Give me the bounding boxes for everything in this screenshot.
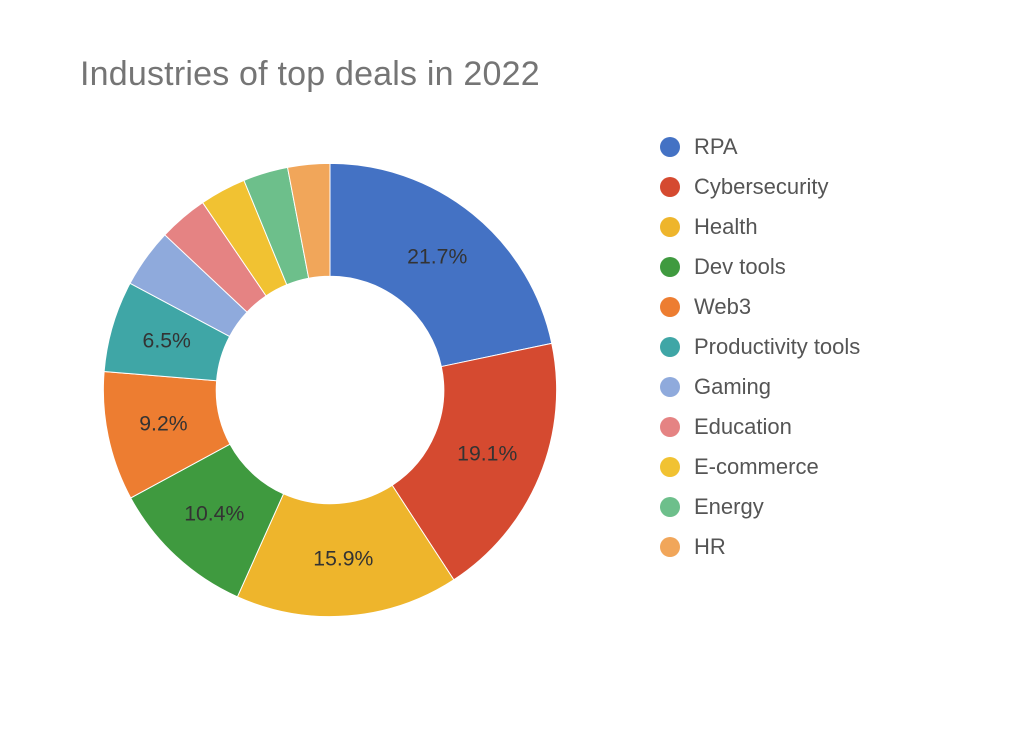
legend-swatch — [660, 297, 680, 317]
legend-label: Energy — [694, 494, 764, 520]
legend-label: E-commerce — [694, 454, 819, 480]
legend-label: Gaming — [694, 374, 771, 400]
legend-item: RPA — [660, 135, 860, 159]
legend-item: Cybersecurity — [660, 175, 860, 199]
slice-label: 19.1% — [457, 443, 517, 466]
legend-swatch — [660, 337, 680, 357]
legend-swatch — [660, 417, 680, 437]
legend-label: Education — [694, 414, 792, 440]
legend-swatch — [660, 457, 680, 477]
legend-label: RPA — [694, 134, 738, 160]
legend-label: Productivity tools — [694, 334, 860, 360]
legend-item: Education — [660, 415, 860, 439]
legend-item: Energy — [660, 495, 860, 519]
slice-label: 9.2% — [139, 413, 187, 436]
legend-item: Health — [660, 215, 860, 239]
legend-swatch — [660, 137, 680, 157]
legend-swatch — [660, 257, 680, 277]
legend-label: HR — [694, 534, 726, 560]
legend-swatch — [660, 497, 680, 517]
chart-title: Industries of top deals in 2022 — [80, 55, 540, 94]
legend-item: E-commerce — [660, 455, 860, 479]
legend-label: Web3 — [694, 294, 751, 320]
slice-label: 10.4% — [184, 502, 244, 525]
donut-svg: 21.7% 19.1% 15.9% 10.4% 9.2% 6.5% — [60, 120, 600, 660]
legend-item: Web3 — [660, 295, 860, 319]
legend-item: Dev tools — [660, 255, 860, 279]
legend-label: Health — [694, 214, 758, 240]
legend-item: Gaming — [660, 375, 860, 399]
legend-swatch — [660, 217, 680, 237]
legend-label: Cybersecurity — [694, 174, 828, 200]
legend-label: Dev tools — [694, 254, 786, 280]
slice-label: 6.5% — [143, 330, 191, 353]
legend-swatch — [660, 177, 680, 197]
donut-chart: 21.7% 19.1% 15.9% 10.4% 9.2% 6.5% — [60, 120, 600, 660]
legend-swatch — [660, 537, 680, 557]
legend-item: HR — [660, 535, 860, 559]
slice-label: 15.9% — [313, 547, 373, 570]
legend-swatch — [660, 377, 680, 397]
slice-label: 21.7% — [407, 245, 467, 268]
legend: RPA Cybersecurity Health Dev tools Web3 Produ… — [660, 135, 860, 575]
legend-item: Productivity tools — [660, 335, 860, 359]
